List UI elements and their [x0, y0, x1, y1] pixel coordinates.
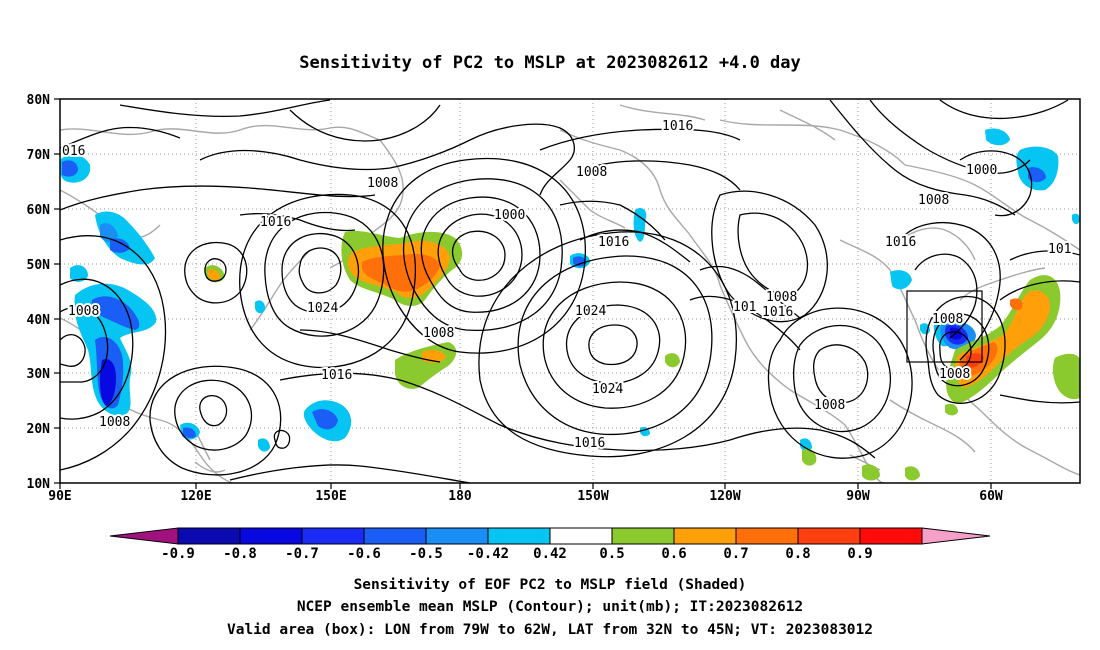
contour-label: 101 — [1048, 242, 1071, 257]
contour-label: 1008 — [367, 176, 398, 191]
mslp-contours — [60, 99, 1080, 483]
contour-label: 1008 — [576, 165, 607, 180]
valid-area-box — [906, 290, 983, 363]
contour-label: 1008 — [423, 326, 454, 341]
lat-tick-label: 40N — [27, 313, 51, 328]
lon-tick-label: 120E — [180, 489, 211, 504]
contour-label: 1016 — [321, 368, 352, 383]
lat-tick-label: 10N — [27, 477, 51, 492]
colorbar-cell — [611, 527, 675, 545]
colorbar-tick-label: 0.5 — [599, 546, 624, 562]
lon-tick-label: 120W — [709, 489, 740, 504]
positive-sensitivity-shading — [205, 230, 1080, 481]
contour-label: 1016 — [574, 436, 605, 451]
contour-label: 016 — [62, 144, 85, 159]
lon-tick-label: 150W — [577, 489, 608, 504]
contour-label: 1000 — [966, 163, 997, 178]
contour-label: 1008 — [68, 304, 99, 319]
colorbar-right-triangle — [921, 527, 991, 545]
lon-tick-label: 150E — [315, 489, 346, 504]
colorbar-cell — [673, 527, 737, 545]
contour-label: 1008 — [814, 398, 845, 413]
colorbar-cell — [425, 527, 489, 545]
longitude-labels: 90E 120E 150E 180 150W 120W 90W 60W — [48, 489, 1003, 504]
colorbar-cell — [301, 527, 365, 545]
colorbar-tick-label: -0.9 — [161, 546, 195, 562]
colorbar-tick-label: 0.8 — [785, 546, 810, 562]
caption-line-1: Sensitivity of EOF PC2 to MSLP field (Sh… — [354, 577, 747, 593]
colorbar-tick-label: -0.5 — [409, 546, 443, 562]
colorbar-cell — [177, 527, 241, 545]
contour-label: 1000 — [494, 208, 525, 223]
colorbar-left-triangle — [109, 527, 179, 545]
colorbar-tick-label: -0.8 — [223, 546, 257, 562]
lat-tick-label: 70N — [27, 148, 51, 163]
colorbar-cell — [363, 527, 427, 545]
lon-tick-label: 60W — [979, 489, 1003, 504]
contour-label: 1016 — [762, 305, 793, 320]
colorbar-tick-label: -0.42 — [467, 546, 509, 562]
contour-label: 101 — [733, 300, 756, 315]
map-panel: 016 1008 1016 1008 1000 1016 1008 1000 1… — [27, 93, 1081, 504]
contour-label: 1016 — [662, 119, 693, 134]
figure-title: Sensitivity of PC2 to MSLP at 2023082612… — [299, 53, 801, 73]
lon-tick-label: 90W — [846, 489, 870, 504]
contour-label: 1008 — [766, 290, 797, 305]
colorbar: -0.9 -0.8 -0.7 -0.6 -0.5 -0.42 0.42 0.5 0.6 0.7 0.… — [109, 527, 991, 562]
lat-tick-label: 80N — [27, 93, 51, 108]
lat-tick-label: 20N — [27, 422, 51, 437]
contour-label: 1024 — [307, 301, 338, 316]
lat-tick-label: 60N — [27, 203, 51, 218]
contour-label: 1016 — [885, 235, 916, 250]
colorbar-cells — [177, 527, 923, 545]
contour-label: 1016 — [598, 235, 629, 250]
contour-label: 1024 — [592, 382, 623, 397]
lat-tick-label: 50N — [27, 258, 51, 273]
contour-labels: 016 1008 1016 1008 1000 1016 1008 1000 1… — [60, 117, 1073, 453]
colorbar-cell — [487, 527, 551, 545]
map-frame — [59, 98, 1081, 484]
lat-tick-label: 30N — [27, 367, 51, 382]
negative-sensitivity-shading — [60, 128, 1080, 452]
contour-label: 1008 — [99, 415, 130, 430]
colorbar-tick-label: 0.7 — [723, 546, 748, 562]
colorbar-tick-label: 0.9 — [847, 546, 872, 562]
colorbar-labels: -0.9 -0.8 -0.7 -0.6 -0.5 -0.42 0.42 0.5 0.6 0.7 0.… — [161, 546, 873, 562]
lon-tick-label: 180 — [448, 489, 472, 504]
contour-label: 1024 — [575, 304, 606, 319]
contour-label: 1008 — [939, 367, 970, 382]
contour-label: 1008 — [918, 193, 949, 208]
colorbar-cell — [239, 527, 303, 545]
colorbar-cell — [859, 527, 923, 545]
colorbar-tick-label: -0.6 — [347, 546, 381, 562]
colorbar-cell — [735, 527, 799, 545]
caption-line-3: Valid area (box): LON from 79W to 62W, L… — [227, 622, 873, 638]
colorbar-cell — [549, 527, 613, 545]
colorbar-tick-label: -0.7 — [285, 546, 319, 562]
contour-label: 1016 — [260, 215, 291, 230]
contour-label: 1008 — [932, 312, 963, 327]
caption-line-2: NCEP ensemble mean MSLP (Contour); unit(… — [297, 599, 803, 615]
colorbar-cell — [797, 527, 861, 545]
colorbar-tick-label: 0.42 — [533, 546, 567, 562]
tick-marks — [54, 98, 992, 489]
colorbar-tick-label: 0.6 — [661, 546, 686, 562]
latitude-labels: 80N 70N 60N 50N 40N 30N 20N 10N — [27, 93, 51, 492]
lon-tick-label: 90E — [48, 489, 71, 504]
